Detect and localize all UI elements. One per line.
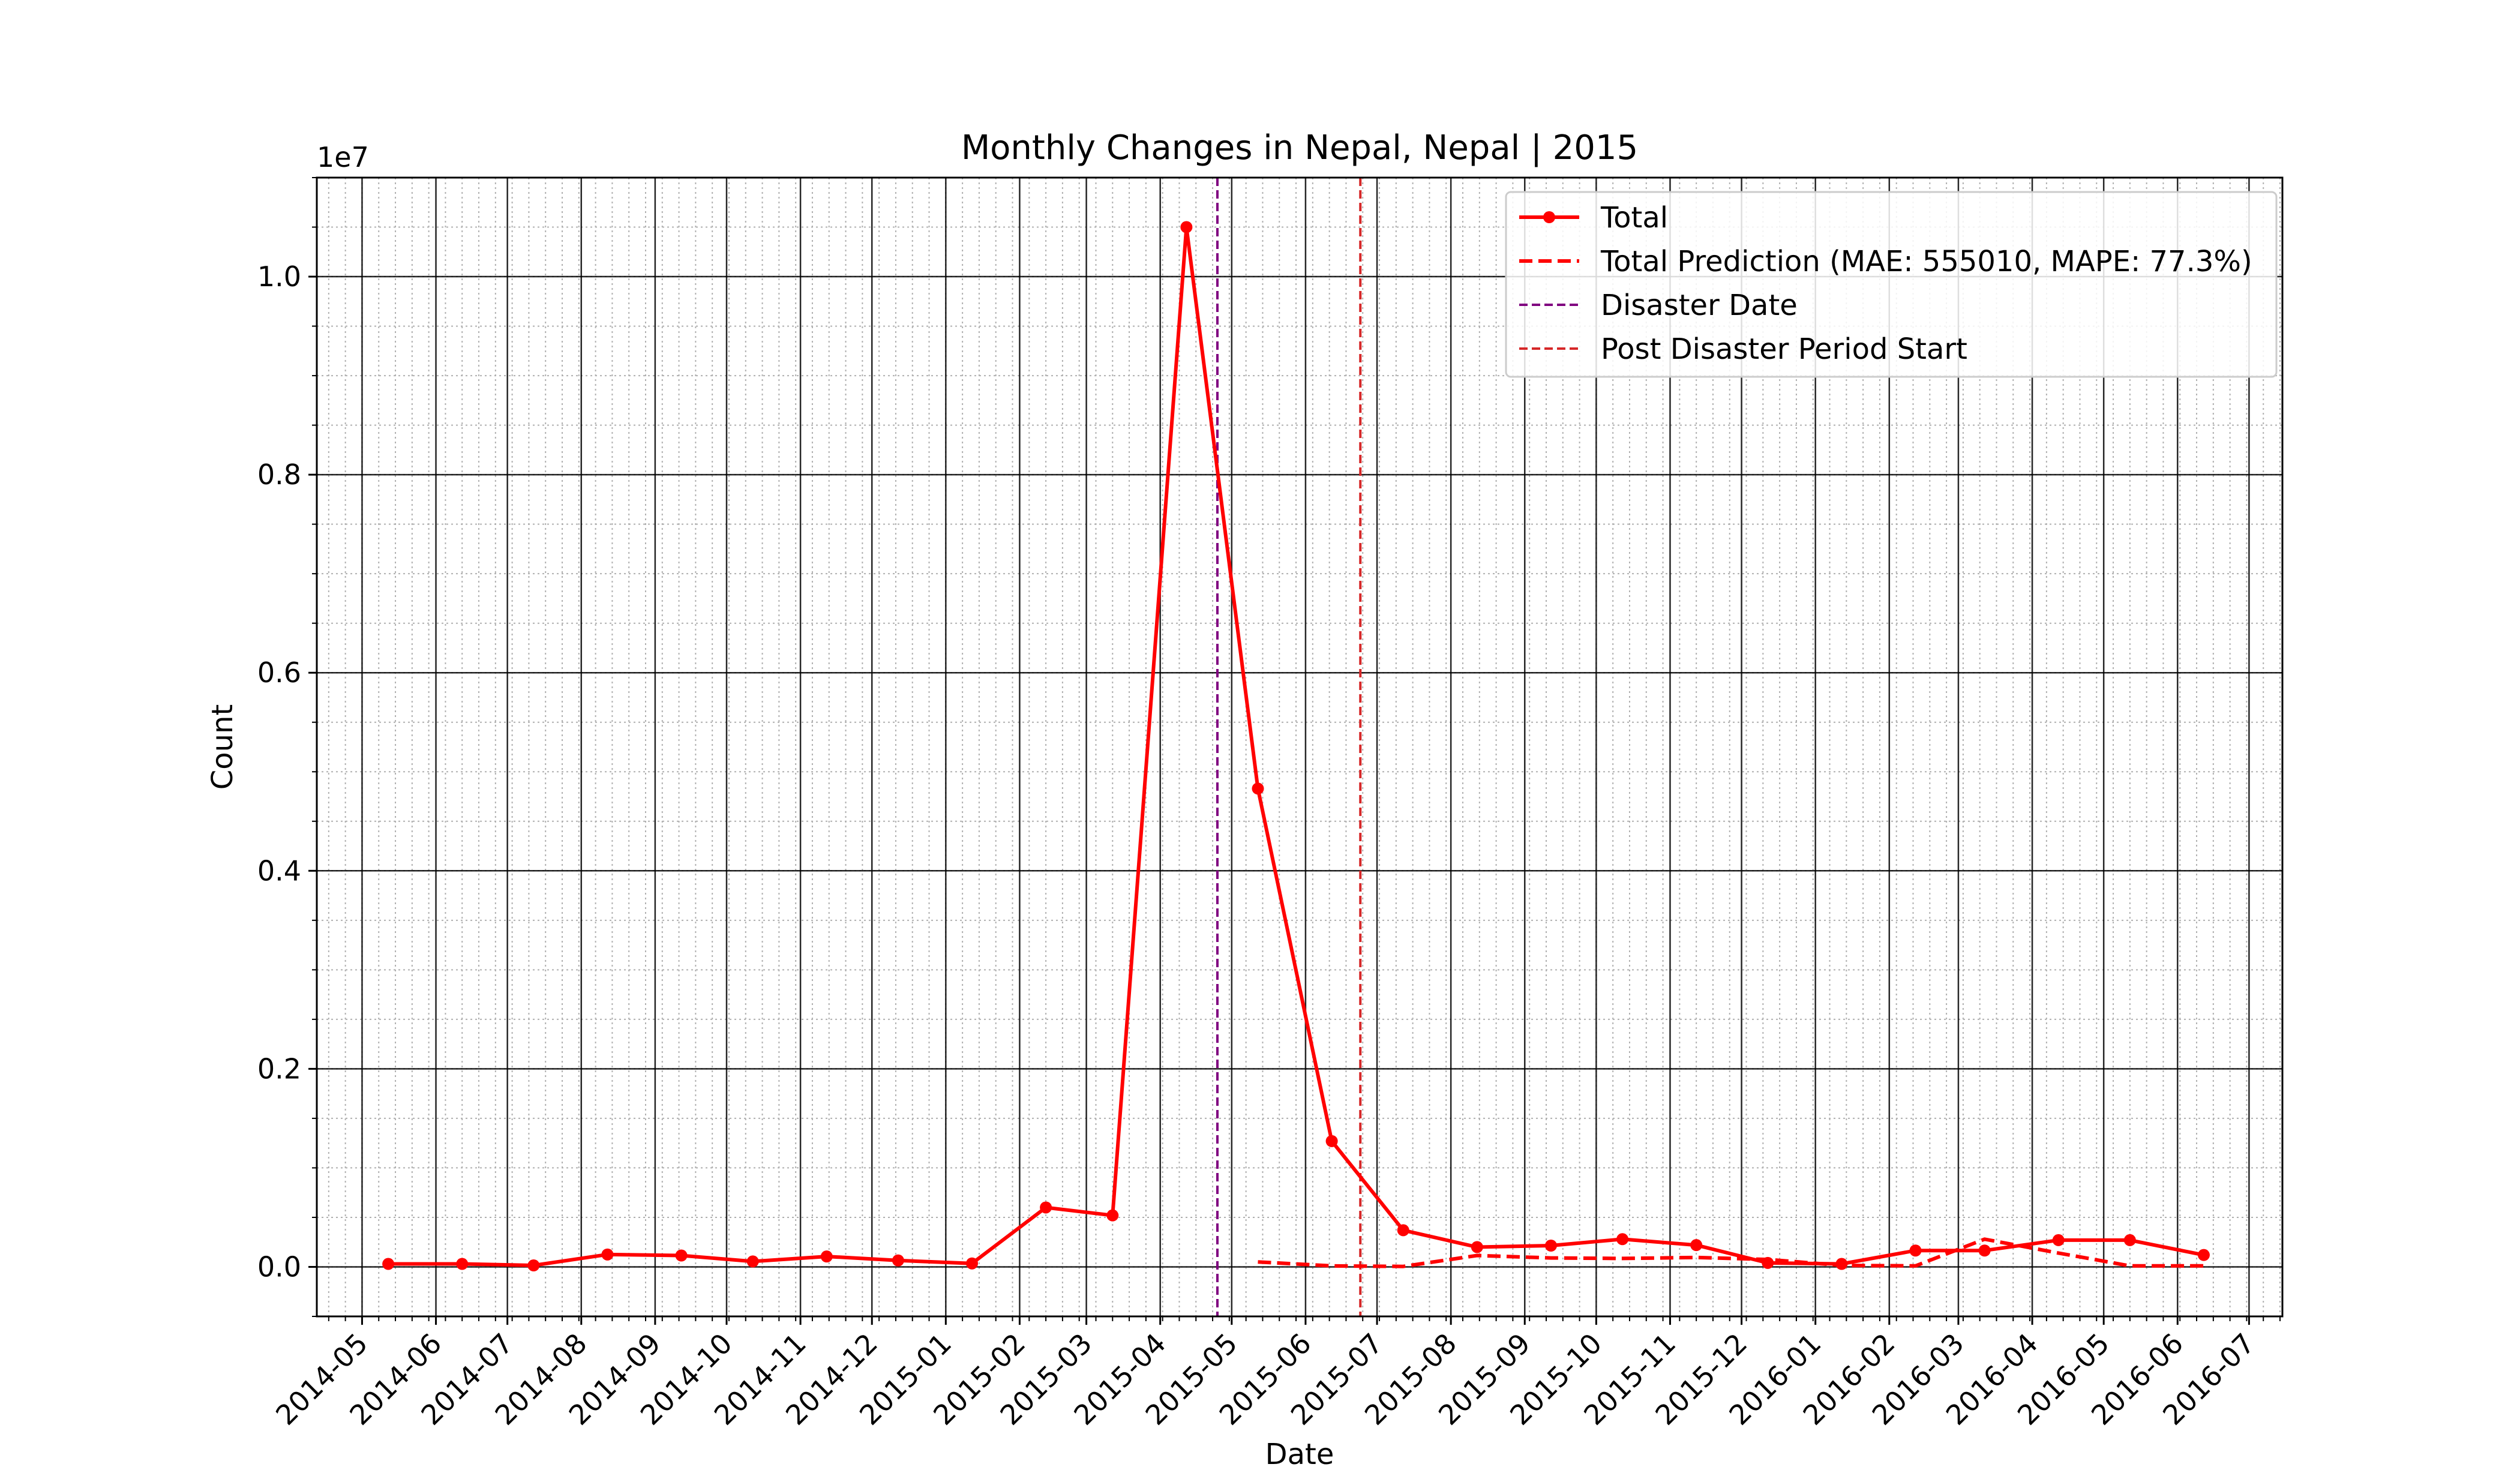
series-line-0 [388,225,2204,1267]
y-tick-label: 0.2 [257,1052,301,1085]
y-tick-label: 1.0 [257,260,301,293]
legend-label: Total Prediction (MAE: 555010, MAPE: 77.… [1600,245,2252,278]
data-point [1978,1244,1991,1257]
grid [317,177,2282,1317]
data-point [601,1248,614,1261]
data-point [1325,1135,1338,1147]
y-tick-label: 0.8 [257,458,301,491]
y-axis-offset-label: 1e7 [317,141,369,173]
data-point [2197,1249,2210,1261]
x-axis-label: Date [1265,1438,1334,1470]
data-point [1040,1201,1052,1214]
data-point [1397,1224,1409,1237]
legend: Total Total Prediction (MAE: 555010, MAPE… [1505,191,2278,378]
y-tick-label: 0.0 [257,1250,301,1283]
y-tick-label: 0.4 [257,854,301,887]
data-point [892,1254,904,1267]
reference-lines [1216,178,1362,1316]
y-axis-label: Count [206,704,239,790]
chart-title: Monthly Changes in Nepal, Nepal | 2015 [961,128,1638,167]
data-point [527,1259,540,1272]
data-point [382,1258,395,1270]
data-point [1180,221,1193,233]
data-point [675,1249,688,1262]
data-point [1544,1239,1557,1252]
data-point [1252,782,1264,795]
data-point [2123,1234,2136,1246]
legend-label: Disaster Date [1601,289,1798,322]
plot-frame [316,176,2284,1318]
data-point [820,1250,833,1263]
data-point [1106,1209,1119,1222]
data-point [966,1257,978,1270]
legend-label: Post Disaster Period Start [1601,332,1967,366]
series [382,221,2210,1272]
data-point [1690,1239,1703,1252]
legend-box [1505,191,2278,378]
series-line-1 [1258,1237,2204,1268]
data-point [1471,1241,1483,1253]
y-tick-label: 0.6 [257,656,301,689]
legend-label: Total [1600,201,1668,235]
data-point [456,1258,469,1270]
data-point [746,1255,759,1268]
legend-marker [1543,211,1555,223]
data-point [1616,1233,1629,1246]
data-point [1909,1244,1922,1257]
data-point [2052,1234,2065,1246]
